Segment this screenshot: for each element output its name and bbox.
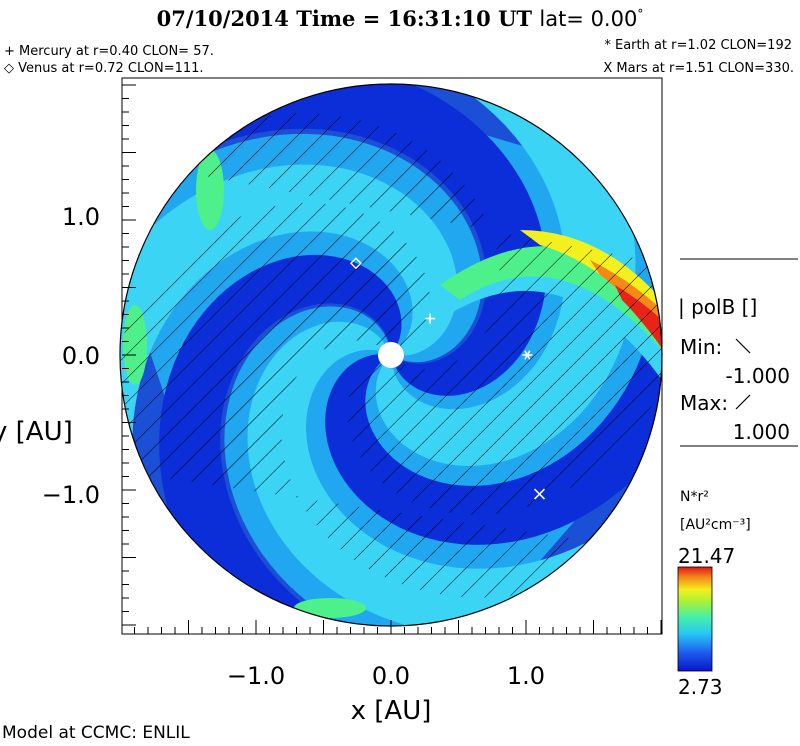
model-credit: Model at CCMC: ENLIL — [2, 723, 190, 743]
venus-info: ◇ Venus at r=0.72 CLON=111. — [4, 61, 204, 76]
edge-patch-2 — [294, 598, 366, 618]
planet-markers — [349, 257, 546, 500]
planet-mars — [533, 488, 546, 500]
colorbar-min-label: 2.73 — [678, 675, 723, 699]
min-label: Min: — [680, 335, 722, 359]
colorbar — [677, 566, 713, 672]
max-hatch-symbol — [735, 394, 751, 410]
lat-label: lat= 0.00 — [539, 7, 638, 31]
x-tick-label-0: 0.0 — [372, 662, 410, 690]
x-tick-label-neg1: −1.0 — [227, 662, 285, 690]
earth-info: * Earth at r=1.02 CLON=192 — [604, 38, 792, 53]
x-axis-ticks — [134, 620, 662, 634]
mercury-info: + Mercury at r=0.40 CLON= 57. — [4, 44, 214, 59]
max-label: Max: — [680, 391, 728, 415]
polarity-sector-0 — [120, 202, 636, 598]
mars-info: X Mars at r=1.51 CLON=330. — [603, 61, 794, 76]
solar-wind-disc — [120, 84, 662, 626]
chart-title: 07/10/2014 Time = 16:31:10 UT lat= 0.00° — [0, 6, 800, 31]
max-value: 1.000 — [733, 420, 790, 444]
colorbar-title: N*r² — [680, 489, 709, 505]
y-tick-label-neg1: −1.0 — [42, 481, 100, 509]
colorbar-unit: [AU²cm⁻³] — [680, 517, 751, 533]
planet-mercury — [425, 313, 436, 324]
polarity-hatch-sectors — [120, 113, 662, 598]
title-text: 07/10/2014 Time = 16:31:10 UT — [156, 6, 533, 31]
planet-earth — [522, 350, 533, 360]
polarity-title: | polB [] — [678, 295, 757, 319]
colorbar-max-label: 21.47 — [678, 544, 735, 568]
polarity-sector-1 — [145, 113, 662, 515]
y-tick-label-1: 1.0 — [62, 203, 100, 231]
y-axis-ticks — [122, 84, 136, 626]
spiral-band-8 — [120, 84, 547, 396]
min-hatch-symbol — [735, 338, 751, 354]
lat-degree: ° — [637, 7, 644, 21]
y-axis-label: y [AU] — [0, 417, 73, 447]
planet-venus — [349, 257, 362, 270]
x-tick-label-1: 1.0 — [507, 662, 545, 690]
sun-marker — [378, 342, 404, 368]
min-value: -1.000 — [726, 364, 790, 388]
y-tick-label-0: 0.0 — [62, 342, 100, 370]
x-axis-label: x [AU] — [351, 696, 432, 726]
